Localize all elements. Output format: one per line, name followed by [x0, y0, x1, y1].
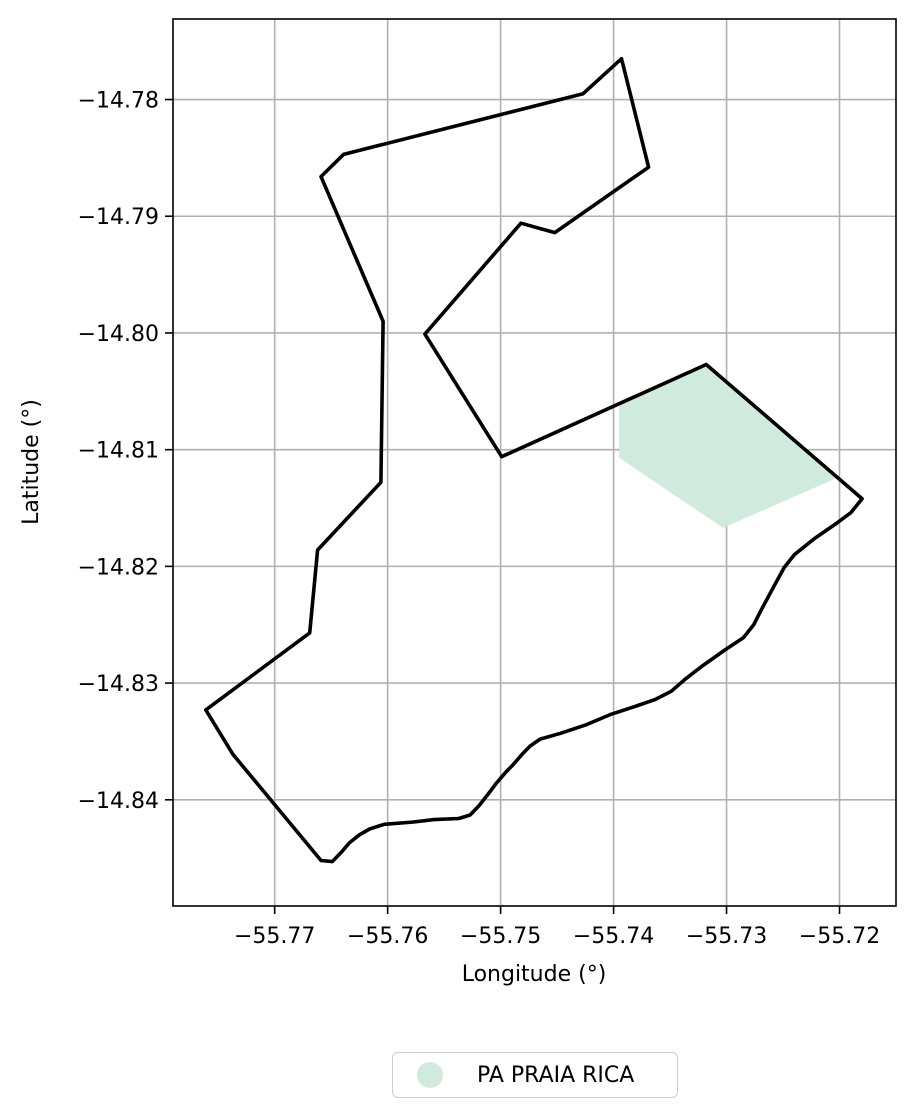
y-tick-label: −14.82: [78, 555, 159, 580]
y-tick-label: −14.84: [78, 789, 159, 814]
x-tick-label: −55.76: [347, 924, 428, 949]
y-axis-ticks: −14.78 −14.79 −14.80 −14.81 −14.82 −14.83 −14.…: [78, 89, 173, 814]
x-axis-title: Longitude (°): [462, 962, 607, 987]
y-tick-label: −14.78: [78, 89, 159, 114]
boundary-polygon: [204, 56, 864, 864]
legend: PA PRAIA RICA: [392, 1052, 678, 1098]
x-tick-label: −55.75: [460, 924, 541, 949]
x-tick-label: −55.72: [799, 924, 880, 949]
y-tick-label: −14.83: [78, 672, 159, 697]
y-tick-label: −14.81: [78, 439, 159, 464]
x-tick-label: −55.77: [234, 924, 315, 949]
boundary-layer: [204, 56, 864, 864]
parcel-polygon: [619, 364, 838, 528]
legend-swatch-icon: [417, 1062, 443, 1088]
y-axis-title: Latitude (°): [19, 399, 44, 525]
y-tick-label: −14.80: [78, 322, 159, 347]
x-axis-ticks: −55.77 −55.76 −55.75 −55.74 −55.73 −55.72: [234, 906, 880, 949]
x-tick-label: −55.73: [686, 924, 767, 949]
x-tick-label: −55.74: [573, 924, 654, 949]
parcel-layer: [619, 364, 838, 528]
y-tick-label: −14.79: [78, 205, 159, 230]
legend-entry-label: PA PRAIA RICA: [477, 1062, 635, 1088]
plot-frame: [172, 18, 897, 907]
